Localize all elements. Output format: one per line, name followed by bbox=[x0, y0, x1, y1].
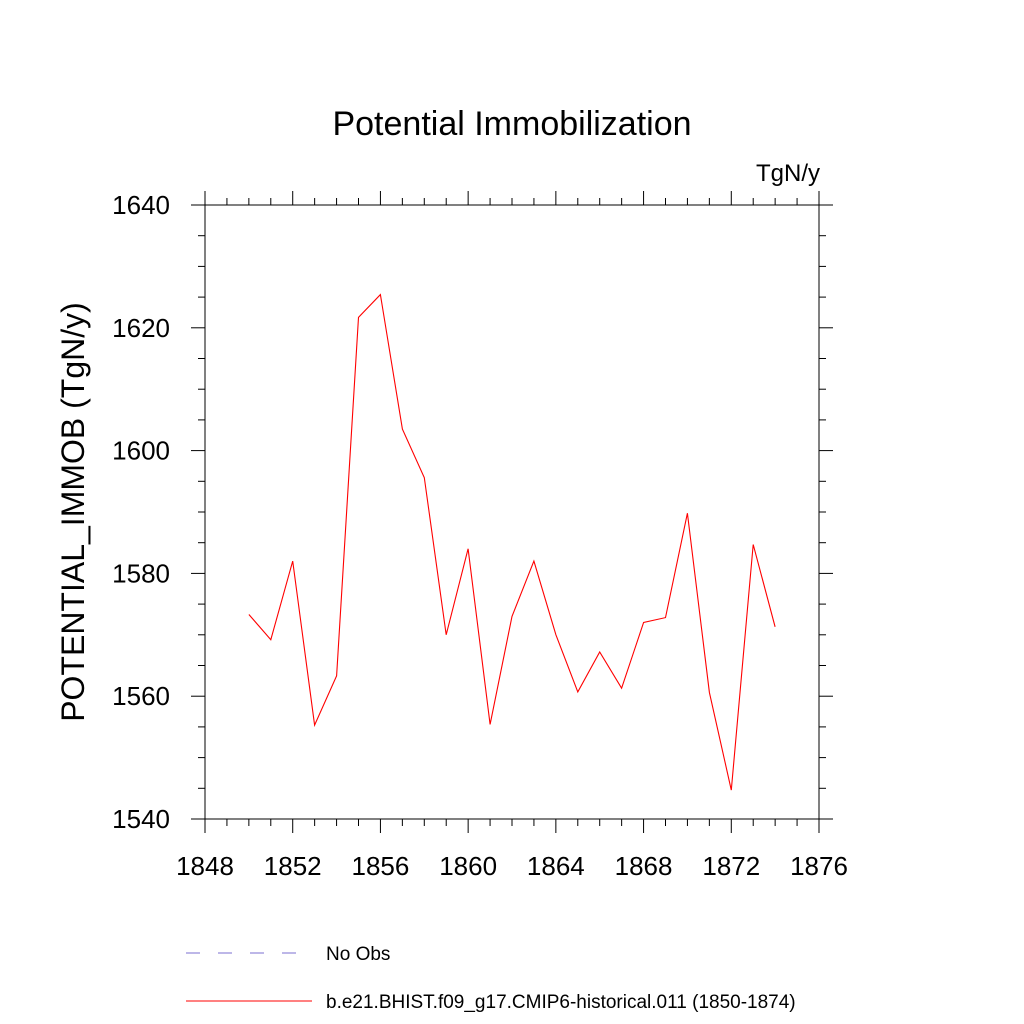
series-line bbox=[248, 293, 776, 791]
y-axis-label: POTENTIAL_IMMOB (TgN/y) bbox=[55, 302, 91, 722]
y-tick-label: 1620 bbox=[112, 313, 170, 343]
series-group bbox=[248, 293, 776, 791]
chart-title: Potential Immobilization bbox=[332, 105, 691, 143]
x-tick-label: 1872 bbox=[702, 851, 760, 881]
legend: No Obs b.e21.BHIST.f09_g17.CMIP6-historic… bbox=[186, 944, 796, 1013]
axis-ticks bbox=[191, 191, 833, 833]
y-tick-label: 1580 bbox=[112, 558, 170, 588]
y-tick-label: 1560 bbox=[112, 681, 170, 711]
y-tick-label: 1640 bbox=[112, 190, 170, 220]
y-tick-label: 1600 bbox=[112, 436, 170, 466]
x-tick-label: 1860 bbox=[439, 851, 497, 881]
legend-label: No Obs bbox=[326, 944, 390, 965]
tick-labels: 1848 1852 1856 1860 1864 1868 1872 1876 1540 1560… bbox=[112, 190, 848, 881]
x-tick-label: 1876 bbox=[790, 851, 848, 881]
x-tick-label: 1864 bbox=[527, 851, 585, 881]
x-tick-label: 1848 bbox=[176, 851, 234, 881]
x-tick-label: 1868 bbox=[615, 851, 673, 881]
legend-label: b.e21.BHIST.f09_g17.CMIP6-historical.011… bbox=[326, 992, 796, 1013]
y-tick-label: 1540 bbox=[112, 804, 170, 834]
plot-frame bbox=[204, 204, 820, 820]
x-tick-label: 1852 bbox=[264, 851, 322, 881]
units-label: TgN/y bbox=[756, 160, 820, 187]
x-tick-label: 1856 bbox=[352, 851, 410, 881]
